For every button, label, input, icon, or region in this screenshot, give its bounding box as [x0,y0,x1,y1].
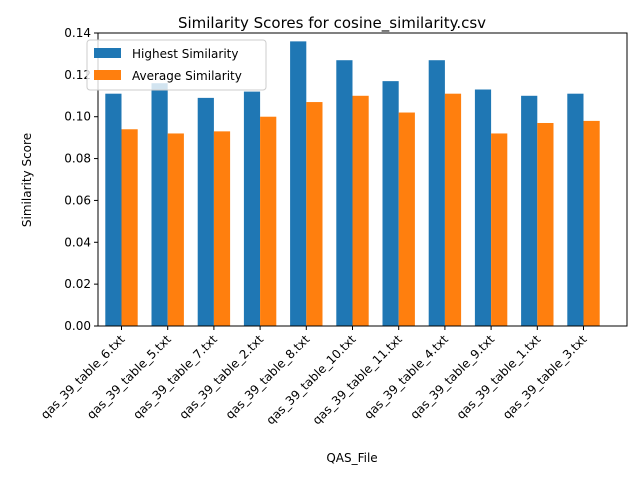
bar-average-4 [260,116,277,327]
y-tick-label: 0.00 [64,319,91,333]
x-axis-label: QAS_File [326,451,377,465]
bar-highest-9 [474,89,492,326]
x-tick-label: qas_39_table_10.txt [264,332,359,427]
y-tick-label: 0.14 [64,26,91,40]
x-tick-label: qas_39_table_6.txt [38,332,128,422]
bar-average-6 [352,95,369,326]
legend-swatch-1 [94,48,121,58]
x-tick-label: qas_39_table_7.txt [130,332,220,422]
bar-highest-7 [382,81,399,326]
x-tick-label: qas_39_table_2.txt [177,332,267,422]
bar-highest-4 [243,91,261,326]
bar-average-5 [306,102,323,326]
bar-highest-2 [151,83,168,326]
bar-average-9 [491,133,508,326]
plot-frame [97,32,628,327]
x-tick-label: qas_39_table_9.txt [408,332,498,422]
bar-average-7 [398,112,415,326]
y-axis-label: Similarity Score [20,133,34,227]
bar-highest-10 [521,95,538,326]
x-tick-label: qas_39_table_5.txt [84,332,174,422]
legend-swatch-2 [94,70,121,80]
legend-label-2: Average Similarity [132,69,242,83]
bar-average-2 [167,133,184,326]
bar-highest-1 [105,93,122,326]
x-tick-label: qas_39_table_3.txt [500,332,590,422]
x-tick-label: qas_39_table_8.txt [223,332,313,422]
bar-highest-5 [290,41,307,327]
y-tick-label: 0.08 [64,152,91,166]
chart-title: Similarity Scores for cosine_similarity.… [178,14,486,33]
x-tick-label: qas_39_table_4.txt [361,332,451,422]
bar-average-3 [213,131,231,326]
bar-highest-6 [336,60,353,327]
y-tick-label: 0.06 [64,193,91,207]
legend-frame [86,39,267,91]
legend-label-1: Highest Similarity [132,47,238,61]
bar-average-1 [121,129,138,326]
y-axis-ticks: 0.00 0.02 0.04 0.06 0.08 0.10 0.12 0.14 [64,26,98,333]
x-tick-label: qas_39_table_1.txt [454,332,544,422]
x-tick-label: qas_39_table_11.txt [310,332,405,427]
bar-highest-3 [197,97,214,326]
bar-highest-11 [567,93,584,326]
y-tick-label: 0.12 [64,68,91,82]
y-tick-label: 0.10 [64,110,91,124]
x-axis-ticks: qas_39_table_6.txtqas_39_table_5.txtqas_… [38,326,590,427]
y-tick-label: 0.02 [64,277,91,291]
y-tick-label: 0.04 [64,235,91,249]
bar-average-11 [583,120,600,327]
bar-average-10 [537,122,554,327]
bar-highest-8 [428,60,445,327]
bar-average-8 [444,93,462,326]
bars-group [105,41,600,327]
legend: Highest Similarity Average Similarity [86,39,267,91]
